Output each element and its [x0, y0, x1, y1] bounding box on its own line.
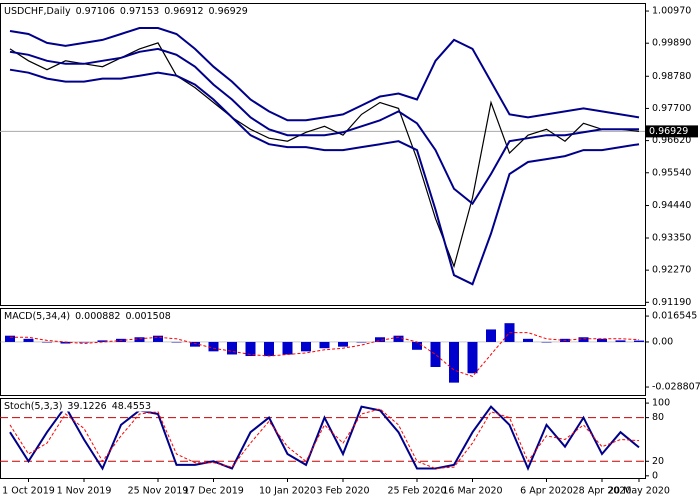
- histogram-bar: [171, 341, 182, 343]
- histogram-bar: [301, 341, 311, 352]
- histogram-bar: [23, 338, 34, 342]
- histogram-bar: [615, 340, 626, 342]
- x-tick-label: 10 Jan 2020: [259, 486, 316, 497]
- x-tick-label: 20 May 2020: [608, 486, 670, 497]
- y-tick-label: 0: [652, 470, 658, 481]
- y-tick-label: 1.00970: [652, 6, 691, 17]
- readout-value: 0.000882: [75, 311, 120, 322]
- ohlc-value: 0.96929: [209, 6, 248, 17]
- histogram-bar: [393, 335, 404, 342]
- y-tick-label: 0.016545: [652, 311, 697, 322]
- series-line: [9, 47, 639, 206]
- y-tick-label: 0.96620: [652, 135, 691, 146]
- histogram-bar: [541, 341, 552, 343]
- y-tick-label: 80: [652, 412, 664, 423]
- histogram-bar: [338, 341, 348, 347]
- y-tick-label: 0.00: [652, 336, 673, 347]
- panel-header: USDCHF,Daily 0.97106 0.97153 0.96912 0.96929: [4, 6, 248, 17]
- ohlc-value: 0.96912: [164, 6, 203, 17]
- histogram-bar: [486, 329, 496, 342]
- histogram-bar: [153, 335, 163, 342]
- histogram-bar: [412, 341, 422, 350]
- histogram-bar: [227, 341, 237, 355]
- panel-frame: [0, 308, 646, 396]
- panel-title: USDCHF,Daily: [4, 6, 71, 17]
- header-background: [3, 310, 172, 322]
- histogram-bar: [319, 341, 330, 349]
- header-background: [3, 5, 249, 17]
- price-box-label: 0.96929: [649, 126, 688, 137]
- x-tick-label: 6 Apr 2020: [520, 486, 573, 497]
- ohlc-value: 0.97106: [76, 6, 115, 17]
- header-background: [3, 400, 152, 412]
- x-tick-label: 25 Feb 2020: [387, 486, 446, 497]
- histogram-bar: [245, 341, 256, 357]
- price-box: [646, 125, 698, 138]
- histogram-bar: [375, 337, 385, 342]
- histogram-bar: [356, 341, 367, 343]
- y-tick-label: 100: [652, 398, 670, 409]
- histogram-bar: [449, 341, 459, 383]
- y-tick-label: 0.98780: [652, 71, 691, 82]
- histogram-bar: [523, 338, 533, 342]
- x-tick-label: 28 Apr 2020: [573, 486, 632, 497]
- x-tick-label: 25 Nov 2019: [128, 486, 189, 497]
- series-line: [9, 404, 640, 472]
- histogram-bar: [5, 335, 15, 342]
- panel-frame: [0, 3, 646, 306]
- histogram-bar: [79, 341, 89, 343]
- x-tick-label: 1 Nov 2019: [57, 486, 112, 497]
- series-line: [9, 42, 640, 269]
- y-tick-label: -0.028807: [652, 382, 700, 393]
- readout-value: 39.1226: [67, 401, 106, 412]
- panel-frame: [0, 398, 646, 479]
- histogram-bar: [190, 341, 200, 347]
- x-tick-label: 17 Dec 2019: [183, 486, 244, 497]
- histogram-bar: [97, 340, 108, 342]
- series-line: [9, 68, 640, 286]
- histogram-bar: [60, 341, 71, 344]
- y-tick-label: 0.97700: [652, 103, 691, 114]
- histogram-bar: [578, 337, 589, 342]
- histogram-bar: [264, 341, 274, 357]
- histogram-bar: [430, 341, 441, 367]
- series-line: [9, 27, 640, 122]
- histogram-bar: [467, 341, 478, 374]
- y-tick-label: 20: [652, 456, 664, 467]
- readout-value: 0.001508: [125, 311, 170, 322]
- y-tick-label: 0.95540: [652, 167, 691, 178]
- y-tick-label: 0.94440: [652, 200, 691, 211]
- histogram-bar: [208, 341, 219, 352]
- y-tick-label: 0.99890: [652, 38, 691, 49]
- x-tick-label: 1 Oct 2019: [2, 486, 55, 497]
- panel-header: Stoch(5,3,3) 39.1226 48.4553: [4, 401, 151, 412]
- panel-header: MACD(5,34,4) 0.000882 0.001508: [4, 311, 171, 322]
- y-tick-label: 0.93350: [652, 232, 691, 243]
- x-tick-label: 16 Mar 2020: [442, 486, 502, 497]
- panel-title: MACD(5,34,4): [4, 311, 70, 322]
- histogram-bar: [42, 341, 52, 343]
- histogram-bar: [634, 340, 644, 342]
- readout-value: 48.4553: [112, 401, 151, 412]
- y-tick-label: 0.92270: [652, 265, 691, 276]
- panel-title: Stoch(5,3,3): [4, 401, 62, 412]
- y-tick-label: 0.91190: [652, 297, 691, 308]
- histogram-bar: [282, 341, 293, 355]
- series-line: [10, 332, 640, 377]
- histogram-bar: [597, 338, 607, 342]
- x-tick-label: 3 Feb 2020: [316, 486, 369, 497]
- ohlc-value: 0.97153: [120, 6, 159, 17]
- histogram-bar: [134, 337, 145, 342]
- series-line: [9, 408, 640, 470]
